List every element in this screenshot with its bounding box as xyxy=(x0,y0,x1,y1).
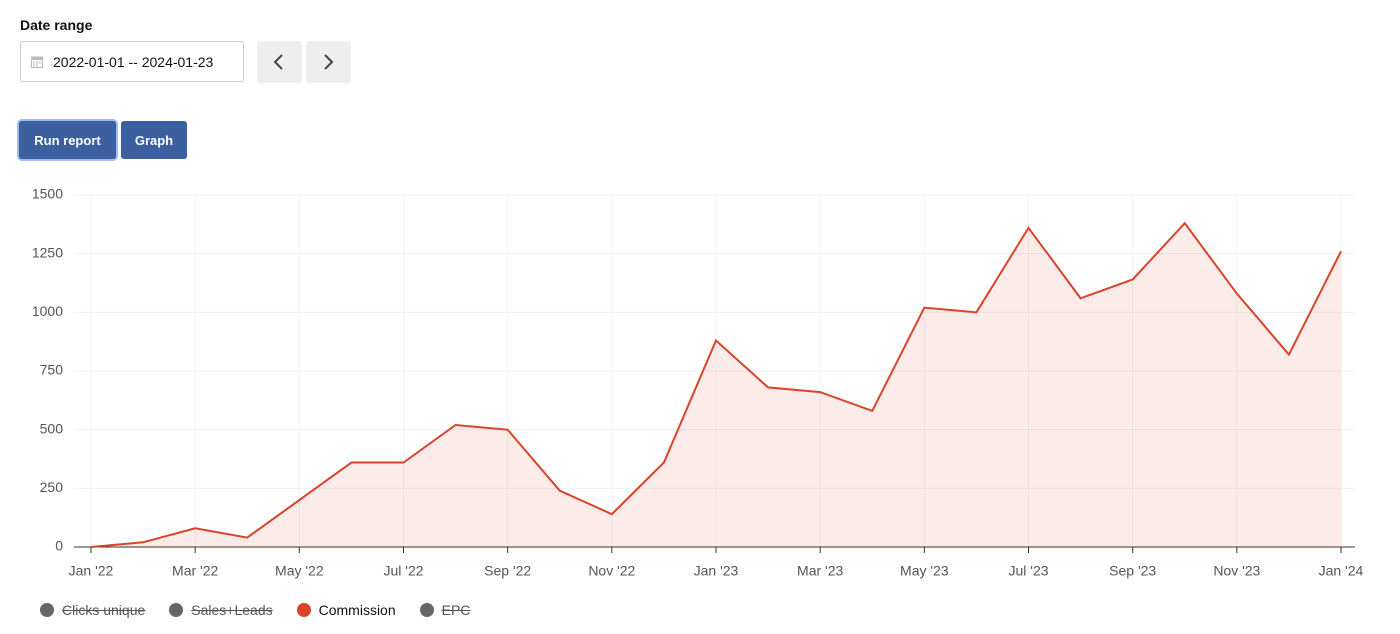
y-tick-label: 250 xyxy=(40,479,64,495)
legend-swatch xyxy=(169,603,184,617)
date-range-input[interactable]: 2022-01-01 -- 2024-01-23 xyxy=(20,41,244,82)
x-tick-label: Jan '23 xyxy=(694,563,739,579)
graph-button[interactable]: Graph xyxy=(121,121,187,159)
chevron-left xyxy=(273,54,283,70)
next-button[interactable] xyxy=(306,41,351,83)
x-tick-label: Jul '22 xyxy=(383,563,423,579)
x-tick-label: Jul '23 xyxy=(1008,563,1048,579)
calendar-icon xyxy=(31,56,43,68)
legend-label: Sales+Leads xyxy=(191,602,273,618)
legend: Clicks unique Sales+Leads Commission EPC xyxy=(40,602,494,618)
legend-item[interactable]: Sales+Leads xyxy=(169,602,273,618)
y-tick-label: 750 xyxy=(40,362,64,378)
line xyxy=(90,221,1342,548)
legend-swatch xyxy=(40,603,54,617)
date-range-label: Date range xyxy=(20,17,93,33)
date-range-value: 2022-01-01 -- 2024-01-23 xyxy=(53,54,214,70)
legend-item[interactable]: Commission xyxy=(296,602,396,618)
y-tick-label: 1250 xyxy=(32,244,63,260)
legend-label: Commission xyxy=(318,602,396,618)
y-tick-label: 1000 xyxy=(32,303,63,319)
x-tick-label: Nov '22 xyxy=(588,563,635,579)
x-tick-label: May '22 xyxy=(275,563,324,579)
y-tick-label: 1500 xyxy=(32,186,63,202)
x-tick-label: Sep '23 xyxy=(1109,563,1156,579)
legend-item[interactable]: EPC xyxy=(419,602,471,618)
x-tick-label: Mar '22 xyxy=(172,563,218,579)
legend-label: Clicks unique xyxy=(62,602,146,618)
x-tick-label: Jan '24 xyxy=(1319,563,1364,579)
legend-item[interactable]: Clicks unique xyxy=(40,602,145,618)
prev-button[interactable] xyxy=(257,41,302,83)
legend-swatch xyxy=(296,603,311,617)
area xyxy=(91,223,1341,547)
x-tick-label: Nov '23 xyxy=(1213,563,1260,579)
legend-label: EPC xyxy=(441,602,471,618)
y-tick-label: 0 xyxy=(55,538,63,554)
chevron-right xyxy=(324,54,334,70)
y-tick-label: 500 xyxy=(40,420,64,436)
chart: 0 250 500 750 1000 1250 1500 Jan '22 Mar '22 May … xyxy=(32,186,1364,579)
run-report-button[interactable]: Run report xyxy=(19,121,116,159)
x-tick-label: Mar '23 xyxy=(797,563,843,579)
x-tick-label: Jan '22 xyxy=(69,563,114,579)
legend-swatch xyxy=(419,603,434,617)
x-tick-label: Sep '22 xyxy=(484,563,531,579)
x-tick-label: May '23 xyxy=(900,563,949,579)
